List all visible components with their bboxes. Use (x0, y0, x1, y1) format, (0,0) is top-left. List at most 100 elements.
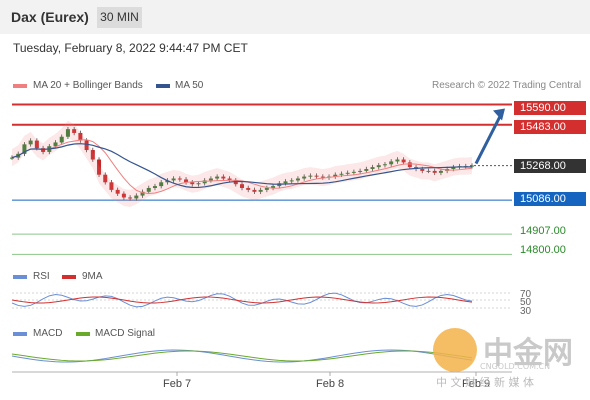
candle-body-59 (376, 165, 381, 168)
candle-body-40 (258, 189, 263, 192)
watermark-brand: 中金网 (483, 336, 573, 371)
candle-body-64 (407, 162, 412, 168)
candle-body-60 (382, 164, 387, 166)
candle-body-49 (314, 175, 319, 177)
candle-body-20 (134, 195, 139, 199)
rsi-ma-label: 9MA (82, 271, 103, 282)
candle-body-12 (84, 140, 89, 151)
candle-body-37 (240, 184, 244, 188)
candle-body-47 (302, 176, 307, 179)
candle-body-10 (72, 129, 77, 133)
watermark-logo (433, 328, 477, 372)
candle-body-35 (227, 178, 232, 181)
rsi-label: RSI (33, 271, 50, 282)
candle-body-36 (233, 180, 238, 185)
timeframe-button[interactable]: 30 MIN (97, 7, 142, 28)
macd-signal-swatch (76, 332, 90, 336)
candle-body-22 (146, 187, 151, 192)
candle-body-34 (221, 176, 226, 179)
candle-body-56 (358, 170, 363, 172)
rsi-line (11, 292, 473, 308)
macd-swatch (13, 332, 27, 336)
macd-signal-line (11, 350, 473, 362)
x-label-feb9: Feb 9 (462, 378, 491, 390)
candle-body-71 (451, 167, 456, 170)
candle-body-3 (28, 140, 33, 145)
candle-body-32 (208, 178, 213, 181)
rsi-level-50: 50 (520, 297, 532, 308)
candle-body-50 (320, 176, 325, 178)
candle-body-23 (152, 186, 157, 188)
candle-body-38 (246, 187, 251, 190)
instrument-title: Dax (Eurex) (11, 9, 89, 25)
candle-body-19 (128, 197, 133, 199)
candle-body-0 (10, 157, 14, 159)
candle-body-9 (65, 129, 70, 137)
candle-body-41 (264, 187, 269, 190)
rsi-level-30: 30 (520, 306, 532, 317)
candle-body-5 (41, 148, 46, 152)
level-tag-15483: 15483.00 (514, 120, 586, 134)
candle-body-48 (308, 175, 313, 177)
macd-label: MACD (33, 328, 63, 339)
candle-body-27 (177, 178, 182, 180)
legend-ma50: MA 50 (175, 80, 204, 91)
macd-signal-label: MACD Signal (95, 328, 156, 339)
x-label-feb8: Feb 8 (316, 378, 345, 390)
candle-body-2 (22, 144, 27, 154)
candle-body-21 (140, 191, 145, 196)
candle-body-67 (426, 170, 431, 172)
watermark-url: CNGOLD.COM.CN (480, 362, 551, 371)
candle-body-33 (215, 176, 220, 179)
projection-arrow-shaft (474, 113, 503, 165)
candle-body-28 (184, 179, 189, 183)
level-tag-15086: 15086.00 (514, 192, 586, 206)
candle-body-68 (432, 170, 437, 173)
projection-arrow-head (493, 108, 505, 121)
candle-body-46 (295, 178, 300, 181)
candle-body-14 (97, 159, 102, 175)
watermark-slogan: 中 文 财 经 新 媒 体 (436, 376, 534, 389)
candle-body-62 (395, 159, 400, 162)
candle-body-45 (289, 180, 294, 182)
candle-body-42 (271, 186, 276, 188)
candle-body-26 (171, 178, 176, 181)
candle-body-63 (401, 159, 406, 163)
candle-body-4 (34, 140, 39, 149)
ma50-swatch (156, 84, 170, 88)
candle-body-74 (470, 165, 474, 167)
level-tag-15590: 15590.00 (514, 101, 586, 115)
candle-body-52 (333, 174, 338, 177)
candle-body-15 (103, 174, 108, 183)
x-label-feb7: Feb 7 (163, 378, 192, 390)
candle-body-66 (420, 169, 425, 171)
candle-body-29 (190, 182, 195, 185)
candle-body-53 (339, 173, 344, 175)
rsi-ma-line (11, 296, 473, 304)
candle-body-24 (159, 182, 164, 187)
ma50-line (11, 143, 473, 189)
candle-body-55 (351, 171, 356, 173)
candle-body-57 (364, 169, 369, 171)
candle-body-18 (121, 193, 126, 198)
candle-body-17 (115, 189, 120, 194)
candle-body-31 (202, 180, 207, 184)
candle-body-61 (389, 161, 394, 165)
candle-body-58 (370, 167, 375, 170)
ma20-swatch (13, 84, 27, 88)
candle-body-54 (345, 172, 350, 174)
candle-body-8 (59, 136, 64, 143)
bollinger-band (12, 120, 472, 207)
timestamp: Tuesday, February 8, 2022 9:44:47 PM CET (13, 41, 248, 55)
candle-body-39 (252, 189, 257, 192)
candle-body-16 (109, 182, 114, 190)
rsi-ma-swatch (62, 275, 76, 279)
candle-body-30 (196, 183, 201, 185)
candle-body-11 (78, 132, 83, 141)
candle-body-13 (90, 150, 95, 160)
candle-body-69 (438, 170, 443, 173)
level-label-14800: 14800.00 (520, 244, 566, 256)
legend-ma20: MA 20 + Bollinger Bands (33, 80, 143, 91)
